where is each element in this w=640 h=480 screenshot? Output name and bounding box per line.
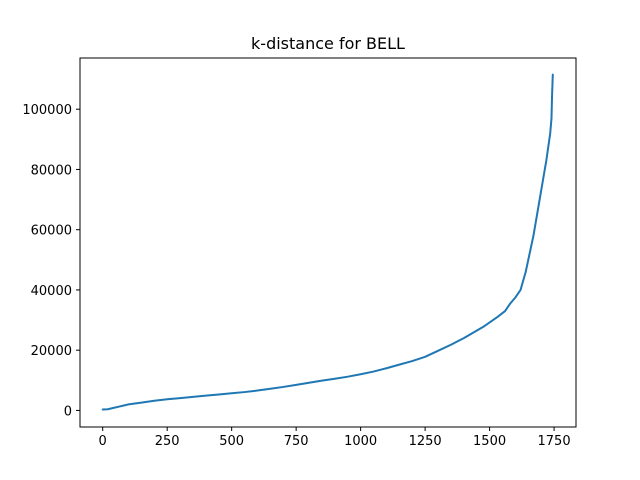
y-tick-label: 0 xyxy=(64,404,72,419)
x-tick-label: 1500 xyxy=(473,434,506,449)
y-tick-label: 40000 xyxy=(31,284,72,299)
y-tick-label: 80000 xyxy=(31,163,72,178)
x-tick-label: 250 xyxy=(155,434,180,449)
x-tick-label: 1250 xyxy=(409,434,442,449)
x-tick-label: 750 xyxy=(284,434,309,449)
x-axis-ticks: 0 250 500 750 1000 1250 1500 1750 xyxy=(99,427,571,449)
x-tick-label: 1750 xyxy=(538,434,571,449)
y-tick-label: 20000 xyxy=(31,344,72,359)
x-tick-label: 500 xyxy=(219,434,244,449)
y-axis-ticks: 0 20000 40000 60000 80000 100000 xyxy=(22,103,80,419)
x-tick-label: 1000 xyxy=(344,434,377,449)
chart-title: k-distance for BELL xyxy=(251,34,405,53)
k-distance-line xyxy=(101,73,554,411)
x-tick-label: 0 xyxy=(99,434,107,449)
y-tick-label: 60000 xyxy=(31,224,72,239)
y-tick-label: 100000 xyxy=(22,103,72,118)
plot-area-frame xyxy=(79,57,577,428)
